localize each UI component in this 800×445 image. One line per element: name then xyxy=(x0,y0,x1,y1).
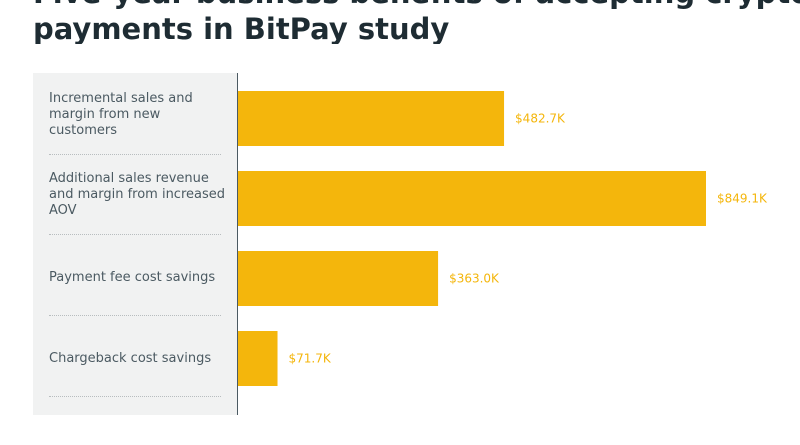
bar-value-label-4: $71.7K xyxy=(289,352,332,366)
chart-title-line-2: payments in BitPay study xyxy=(33,12,450,44)
chart-title: Five-year business benefits of accepting… xyxy=(33,0,800,44)
category-label-line: margin from new xyxy=(49,107,161,122)
row-separator xyxy=(49,154,221,155)
bar-value-label-2: $849.1K xyxy=(717,192,768,206)
bar-value-label-3: $363.0K xyxy=(449,272,500,286)
bar-4 xyxy=(238,331,278,386)
category-label-line: Payment fee cost savings xyxy=(49,270,216,285)
category-label-line: customers xyxy=(49,123,117,138)
row-separator xyxy=(49,396,221,397)
row-separator xyxy=(49,315,221,316)
category-label-new-customers: Incremental sales and margin from new cu… xyxy=(49,91,225,139)
chart-title-line-1: Five-year business benefits of accepting… xyxy=(33,0,800,11)
category-label-line: Incremental sales and xyxy=(49,91,193,106)
category-label-line: Chargeback cost savings xyxy=(49,351,212,366)
bar-1 xyxy=(238,91,505,146)
category-label-payment-fee: Payment fee cost savings xyxy=(49,270,225,286)
category-label-line: AOV xyxy=(49,203,77,218)
bar-3 xyxy=(238,251,439,306)
y-axis-line xyxy=(237,73,238,415)
bar-2 xyxy=(238,171,706,226)
category-label-panel xyxy=(33,73,237,415)
category-label-line: and margin from increased xyxy=(49,187,226,202)
category-label-line: Additional sales revenue xyxy=(49,171,209,186)
category-label-increased-aov: Additional sales revenue and margin from… xyxy=(49,171,225,219)
row-separator xyxy=(49,234,221,235)
category-label-chargeback: Chargeback cost savings xyxy=(49,351,225,367)
bar-value-label-1: $482.7K xyxy=(515,112,566,126)
chart-title-area: Five-year business benefits of accepting… xyxy=(0,0,800,44)
